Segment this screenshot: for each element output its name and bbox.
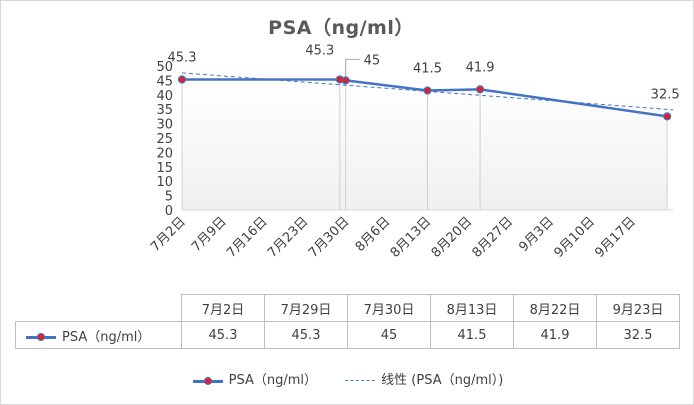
chart-title: PSA（ng/ml） xyxy=(268,16,414,39)
table-cell-value: 45.3 xyxy=(181,321,265,349)
data-point xyxy=(663,112,672,121)
x-tick-label: 8月27日 xyxy=(470,214,517,261)
table-cell-value: 41.5 xyxy=(430,321,514,349)
data-label: 32.5 xyxy=(651,87,680,102)
data-point xyxy=(476,85,485,94)
legend-series-label: PSA（ng/ml） xyxy=(228,373,318,388)
data-table: 7月2日 7月29日 7月30日 8月13日 8月22日 9月23日 PSA（n… xyxy=(15,294,680,349)
x-tick-label: 8月6日 xyxy=(353,214,394,255)
y-tick-label: 5 xyxy=(165,190,173,205)
table-cell-value: 41.9 xyxy=(513,321,597,349)
table-cell-value: 45 xyxy=(347,321,431,349)
y-tick-label: 45 xyxy=(156,74,173,89)
series-line-marker-icon xyxy=(26,332,56,342)
y-tick-label: 20 xyxy=(156,146,173,161)
table-header-date: 7月30日 xyxy=(347,294,431,322)
table-header-row: 7月2日 7月29日 7月30日 8月13日 8月22日 9月23日 xyxy=(16,294,680,322)
table-header-date: 8月13日 xyxy=(430,294,514,322)
label-leader-line xyxy=(345,58,360,77)
x-tick-label: 9月3日 xyxy=(516,214,557,255)
table-corner xyxy=(16,295,182,322)
legend-trend-label: 线性 (PSA（ng/ml）) xyxy=(381,373,504,388)
data-point xyxy=(423,86,432,95)
table-cell-value: 32.5 xyxy=(596,321,680,349)
y-tick-label: 0 xyxy=(165,204,173,219)
chart-legend: PSA（ng/ml） 线性 (PSA（ng/ml）) xyxy=(1,369,694,388)
table-header-date: 8月22日 xyxy=(513,294,597,322)
y-tick-label: 50 xyxy=(156,60,173,75)
data-point xyxy=(177,75,187,84)
table-cell-value: 45.3 xyxy=(264,321,348,349)
plot-area-shading xyxy=(182,79,668,210)
x-tick-label: 7月23日 xyxy=(265,214,312,261)
x-tick-label: 9月10日 xyxy=(551,214,598,261)
data-point xyxy=(341,76,350,85)
x-tick-label: 7月9日 xyxy=(189,214,230,255)
data-label: 45 xyxy=(364,53,381,68)
data-label: 41.5 xyxy=(413,61,442,76)
x-tick-label: 9月17日 xyxy=(592,214,639,261)
table-header-date: 7月2日 xyxy=(181,294,265,322)
legend-item-trendline[interactable]: 线性 (PSA（ng/ml）) xyxy=(345,369,503,388)
table-row: PSA（ng/ml） 45.3 45.3 45 41.5 41.9 32.5 xyxy=(15,321,680,349)
table-series-name: PSA（ng/ml） xyxy=(15,321,182,349)
y-tick-label: 40 xyxy=(156,89,173,104)
y-tick-label: 10 xyxy=(156,175,173,190)
data-label: 45.3 xyxy=(305,44,334,59)
data-label: 45.3 xyxy=(168,51,197,66)
legend-item-series[interactable]: PSA（ng/ml） xyxy=(192,369,318,388)
y-tick-label: 25 xyxy=(156,132,173,147)
x-tick-label: 8月20日 xyxy=(429,214,476,261)
dashed-line-icon xyxy=(345,380,376,381)
x-tick-label: 7月2日 xyxy=(148,214,189,255)
table-header-date: 7月29日 xyxy=(264,294,348,322)
x-tick-label: 8月13日 xyxy=(388,214,435,261)
table-header-date: 9月23日 xyxy=(596,294,680,322)
series-line xyxy=(182,78,668,118)
y-tick-label: 30 xyxy=(156,118,173,133)
table-series-label: PSA（ng/ml） xyxy=(62,329,151,345)
y-tick-label: 15 xyxy=(156,161,173,176)
x-tick-label: 7月16日 xyxy=(224,214,271,261)
series-line-marker-icon xyxy=(192,376,223,386)
x-tick-label: 7月30日 xyxy=(306,214,353,261)
y-tick-label: 35 xyxy=(156,103,173,118)
data-label: 41.9 xyxy=(466,60,495,75)
